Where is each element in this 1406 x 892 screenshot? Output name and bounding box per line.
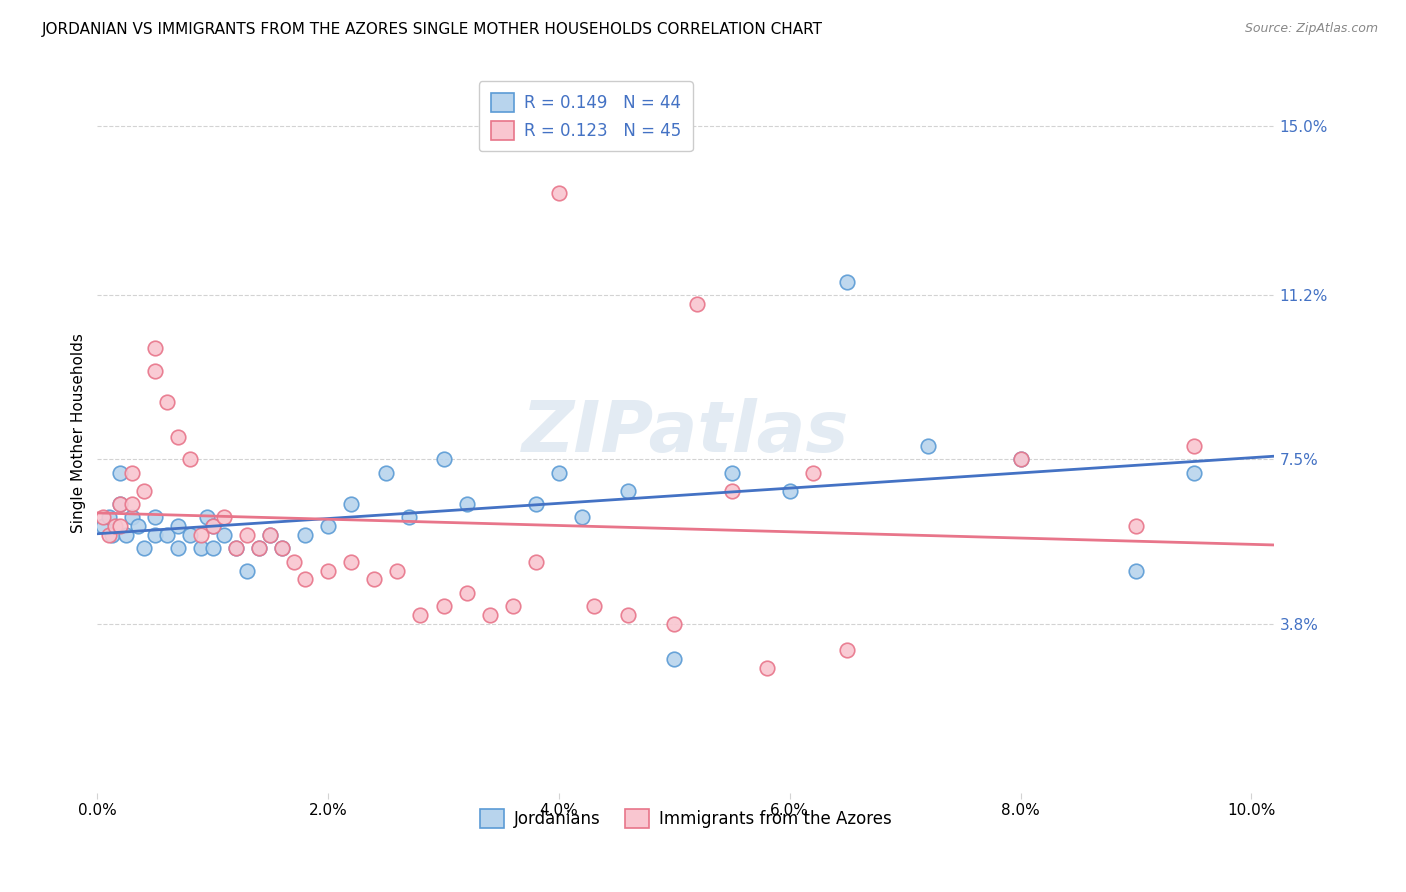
Point [548, 466, 571, 480]
Point [316, 564, 339, 578]
Point [167, 519, 190, 533]
Point [236, 564, 259, 578]
Point [115, 528, 138, 542]
Point [283, 555, 305, 569]
Point [201, 519, 224, 533]
Point [97, 528, 120, 542]
Point [721, 466, 744, 480]
Point [837, 275, 859, 289]
Point [201, 541, 224, 556]
Point [456, 586, 478, 600]
Text: ZIPatlas: ZIPatlas [522, 399, 849, 467]
Point [190, 541, 212, 556]
Point [225, 541, 247, 556]
Point [143, 510, 166, 524]
Point [110, 497, 132, 511]
Point [524, 555, 547, 569]
Point [179, 528, 201, 542]
Text: JORDANIAN VS IMMIGRANTS FROM THE AZORES SINGLE MOTHER HOUSEHOLDS CORRELATION CHA: JORDANIAN VS IMMIGRANTS FROM THE AZORES … [42, 22, 823, 37]
Point [1125, 519, 1147, 533]
Point [502, 599, 524, 613]
Point [363, 573, 385, 587]
Point [101, 528, 124, 542]
Point [143, 363, 166, 377]
Point [387, 564, 409, 578]
Point [225, 541, 247, 556]
Point [409, 607, 432, 622]
Point [432, 452, 454, 467]
Point [571, 510, 593, 524]
Point [1182, 466, 1205, 480]
Point [167, 430, 190, 444]
Point [214, 528, 236, 542]
Point [143, 342, 166, 356]
Point [155, 528, 177, 542]
Point [398, 510, 420, 524]
Point [617, 483, 640, 498]
Point [664, 616, 686, 631]
Point [271, 541, 294, 556]
Point [97, 510, 120, 524]
Point [110, 519, 132, 533]
Point [201, 519, 224, 533]
Y-axis label: Single Mother Households: Single Mother Households [72, 333, 86, 533]
Point [755, 661, 778, 675]
Legend: Jordanians, Immigrants from the Azores: Jordanians, Immigrants from the Azores [474, 802, 898, 835]
Point [236, 528, 259, 542]
Point [127, 519, 149, 533]
Point [121, 497, 143, 511]
Point [179, 452, 201, 467]
Point [432, 599, 454, 613]
Point [617, 607, 640, 622]
Point [143, 528, 166, 542]
Point [1010, 452, 1032, 467]
Point [190, 528, 212, 542]
Point [259, 528, 281, 542]
Point [478, 607, 501, 622]
Text: Source: ZipAtlas.com: Source: ZipAtlas.com [1244, 22, 1378, 36]
Point [247, 541, 270, 556]
Point [167, 541, 190, 556]
Point [110, 466, 132, 480]
Point [374, 466, 396, 480]
Point [91, 510, 114, 524]
Point [1010, 452, 1032, 467]
Point [524, 497, 547, 511]
Point [548, 186, 571, 200]
Point [340, 555, 363, 569]
Point [1182, 439, 1205, 453]
Point [132, 541, 155, 556]
Point [294, 573, 316, 587]
Point [456, 497, 478, 511]
Point [110, 497, 132, 511]
Point [104, 519, 127, 533]
Point [91, 519, 114, 533]
Point [686, 297, 709, 311]
Point [779, 483, 801, 498]
Point [316, 519, 339, 533]
Point [195, 510, 218, 524]
Point [801, 466, 824, 480]
Point [155, 394, 177, 409]
Point [294, 528, 316, 542]
Point [340, 497, 363, 511]
Point [837, 643, 859, 657]
Point [121, 466, 143, 480]
Point [132, 483, 155, 498]
Point [917, 439, 939, 453]
Point [664, 652, 686, 666]
Point [582, 599, 605, 613]
Point [271, 541, 294, 556]
Point [121, 510, 143, 524]
Point [1125, 564, 1147, 578]
Point [214, 510, 236, 524]
Point [247, 541, 270, 556]
Point [721, 483, 744, 498]
Point [259, 528, 281, 542]
